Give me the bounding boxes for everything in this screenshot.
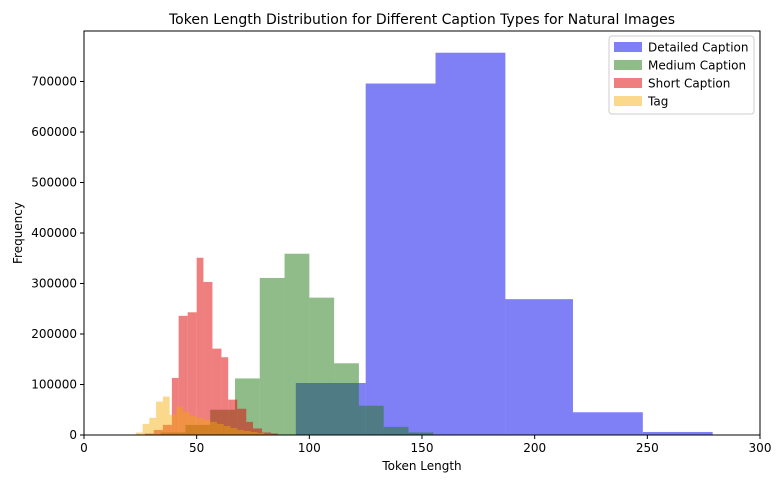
x-axis-title: Token Length xyxy=(381,459,461,473)
legend-swatch xyxy=(614,42,642,52)
histogram-bar xyxy=(243,430,251,435)
legend-label: Medium Caption xyxy=(648,59,746,73)
y-axis-title: Frequency xyxy=(11,202,25,264)
histogram-bar xyxy=(262,432,272,435)
x-tick-label: 50 xyxy=(189,441,204,455)
legend-swatch xyxy=(614,96,642,106)
histogram-bar xyxy=(223,425,231,435)
histogram-bar xyxy=(178,315,188,435)
x-tick-label: 100 xyxy=(298,441,321,455)
y-tick-label: 300000 xyxy=(31,277,77,291)
histogram-bar xyxy=(142,423,150,435)
legend-label: Detailed Caption xyxy=(648,41,749,55)
histogram-bar xyxy=(246,421,253,435)
histogram-bar xyxy=(144,433,154,435)
y-tick-label: 500000 xyxy=(31,176,77,190)
legend-frame xyxy=(608,35,755,115)
y-tick-label: 0 xyxy=(69,428,77,442)
histogram-bar xyxy=(176,406,184,435)
histogram-bar xyxy=(156,401,163,435)
histogram-bar xyxy=(250,431,258,435)
histogram-bar xyxy=(149,417,157,435)
histogram-bar xyxy=(309,297,335,435)
series-3 xyxy=(135,257,296,435)
histogram-bar xyxy=(162,424,172,435)
histogram-bar xyxy=(642,431,713,435)
histogram-bar xyxy=(203,419,211,435)
histogram-bar xyxy=(153,429,163,435)
histogram-bar xyxy=(171,377,179,435)
y-tick-label: 600000 xyxy=(31,125,77,139)
histogram-bar xyxy=(284,253,310,435)
y-axis-ticks: 0 100000 200000 300000 400000 500000 600000 700… xyxy=(31,75,84,442)
histogram-bar xyxy=(183,411,190,435)
histogram-bar xyxy=(383,426,409,435)
histogram-bar xyxy=(358,405,384,435)
histogram-bar xyxy=(162,396,170,435)
histogram-bar xyxy=(230,427,238,435)
legend-swatch xyxy=(614,60,642,70)
histogram-bar xyxy=(334,363,359,435)
histogram-bar xyxy=(259,277,285,435)
x-tick-label: 300 xyxy=(749,441,772,455)
y-tick-label: 400000 xyxy=(31,226,77,240)
histogram-bar xyxy=(253,428,263,435)
legend-swatch xyxy=(614,78,642,88)
series-4 xyxy=(135,396,272,435)
y-tick-label: 100000 xyxy=(31,378,77,392)
histogram-bar xyxy=(221,357,229,435)
histogram-bar xyxy=(135,432,143,435)
histogram-bar xyxy=(271,433,278,435)
histogram-bar xyxy=(237,429,244,435)
x-tick-label: 0 xyxy=(80,441,88,455)
x-axis-ticks: 0 50 100 150 200 250 300 xyxy=(80,435,771,455)
histogram-bar xyxy=(264,433,272,435)
histogram-bar xyxy=(210,421,217,435)
histogram-bar xyxy=(212,348,222,435)
y-tick-label: 700000 xyxy=(31,75,77,89)
legend-label: Short Caption xyxy=(648,77,730,91)
histogram-bar xyxy=(365,83,436,436)
histogram-bar xyxy=(435,52,506,436)
histogram-bar xyxy=(572,412,643,435)
y-tick-label: 200000 xyxy=(31,327,77,341)
x-tick-label: 250 xyxy=(636,441,659,455)
histogram-bar xyxy=(257,432,265,435)
x-tick-label: 150 xyxy=(411,441,434,455)
histogram-bar xyxy=(408,432,434,435)
histogram-bar xyxy=(228,399,238,435)
x-tick-label: 200 xyxy=(523,441,546,455)
histogram-bar xyxy=(216,423,224,435)
legend: Detailed Caption Medium Caption Short Capt… xyxy=(608,35,755,115)
histogram-bars xyxy=(135,52,713,436)
histogram-bar xyxy=(189,415,197,435)
histogram-bar xyxy=(196,257,204,435)
histogram-bar xyxy=(196,417,204,435)
chart-title: Token Length Distribution for Different … xyxy=(168,12,675,28)
histogram-bar xyxy=(169,414,177,435)
histogram-bar xyxy=(237,408,247,435)
histogram-bar xyxy=(187,312,197,435)
legend-label: Tag xyxy=(647,95,668,109)
histogram-bar xyxy=(505,299,573,435)
histogram-bar xyxy=(203,281,213,435)
